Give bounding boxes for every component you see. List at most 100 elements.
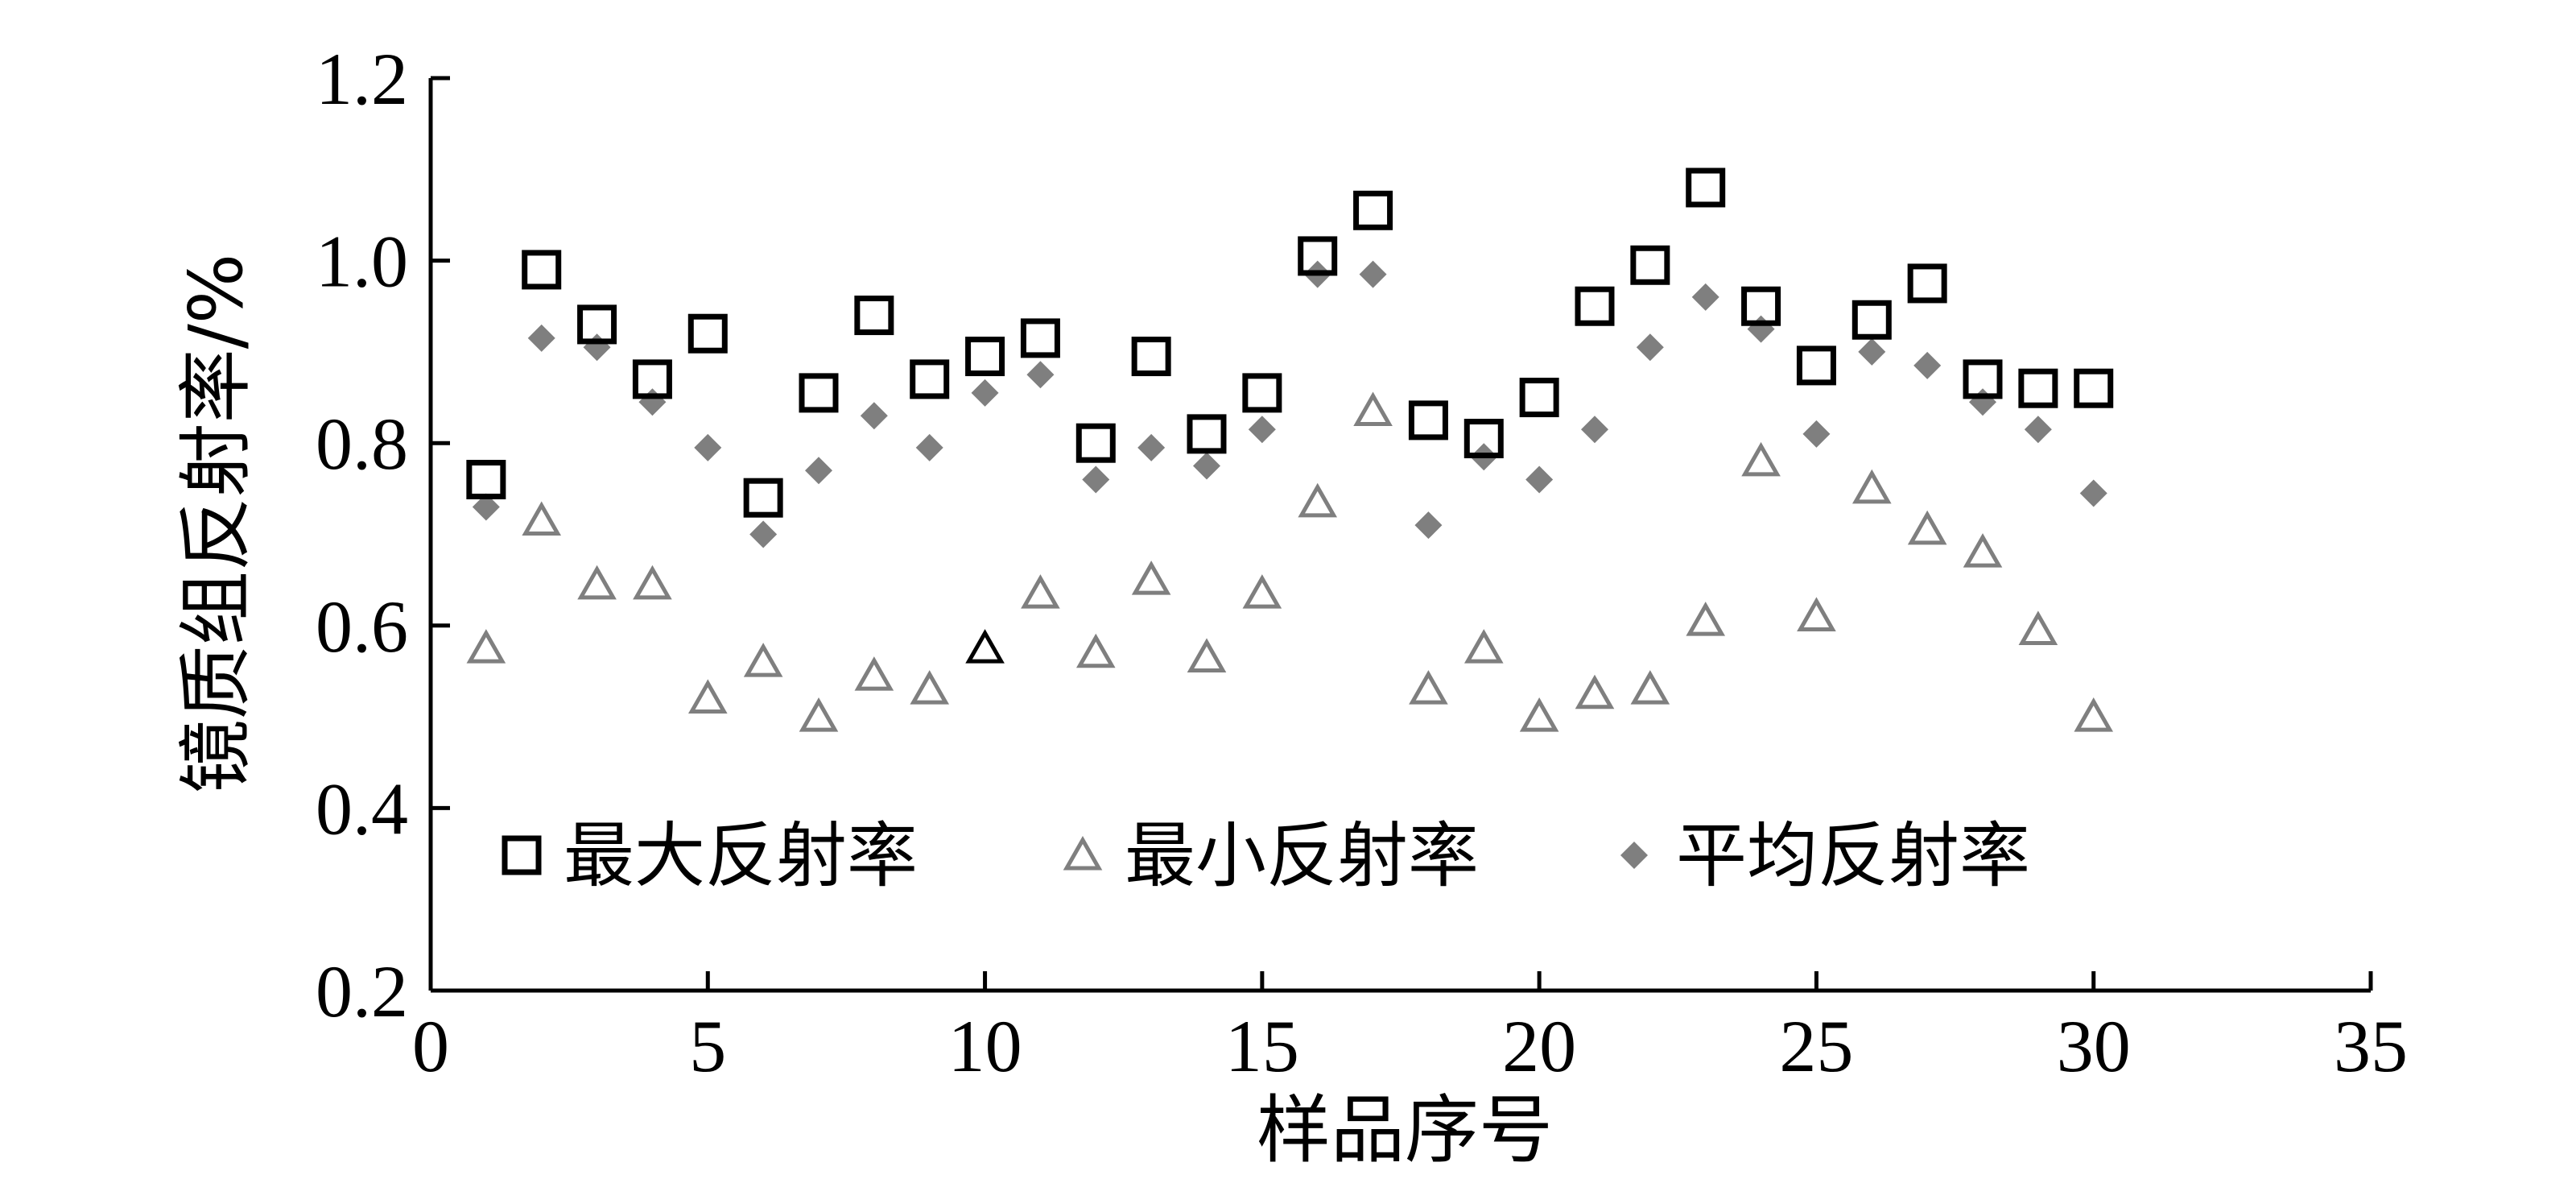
data-point: [577, 565, 617, 600]
y-tick-label: 0.4: [316, 767, 408, 850]
data-point: [2074, 368, 2114, 408]
x-tick-label: 10: [948, 1005, 1022, 1087]
data-point: [1686, 602, 1726, 636]
data-point: [1630, 245, 1670, 285]
data-point: [2018, 610, 2058, 645]
data-point: [1741, 441, 1781, 477]
data-point: [743, 643, 783, 677]
legend-marker: [1063, 835, 1103, 871]
data-point: [1969, 388, 1996, 416]
data-point: [1802, 420, 1831, 448]
data-point: [522, 501, 562, 536]
data-point: [1747, 315, 1775, 343]
data-point: [1408, 400, 1448, 441]
x-tick-label: 5: [689, 1005, 726, 1087]
data-point: [1026, 361, 1055, 389]
data-point: [854, 656, 894, 691]
data-point: [1414, 511, 1443, 540]
data-point: [1082, 465, 1110, 494]
data-point: [965, 337, 1005, 377]
data-point: [638, 388, 667, 416]
series-3: [472, 260, 2107, 548]
y-tick-label: 1.2: [316, 38, 408, 120]
data-point: [694, 433, 722, 461]
data-point: [805, 457, 832, 485]
data-point: [1075, 423, 1116, 463]
x-tick-label: 15: [1225, 1005, 1299, 1087]
data-point: [1907, 263, 1947, 304]
data-point: [1463, 629, 1504, 664]
data-point: [1409, 670, 1448, 705]
data-point: [632, 359, 672, 399]
data-point: [522, 250, 562, 290]
legend: 最大反射率 最小反射率 平均反射率: [502, 814, 2030, 897]
data-point: [2024, 416, 2052, 444]
data-point: [1575, 286, 1615, 326]
data-point: [687, 313, 728, 354]
data-point: [466, 460, 506, 500]
x-tick-label: 0: [412, 1005, 449, 1087]
data-point: [583, 333, 611, 362]
legend-item: 平均反射率: [1620, 814, 2030, 897]
data-point: [1248, 416, 1276, 444]
data-points: [466, 168, 2114, 732]
data-point: [1463, 419, 1504, 459]
data-point: [743, 478, 783, 518]
data-point: [466, 629, 506, 664]
data-point: [1020, 318, 1060, 358]
data-point: [1913, 351, 1942, 379]
data-point: [971, 379, 999, 407]
data-point: [749, 520, 778, 548]
data-point: [1852, 469, 1892, 504]
data-point: [577, 304, 617, 345]
data-point: [1796, 345, 1836, 386]
x-tick-label: 35: [2334, 1005, 2408, 1087]
data-point: [1581, 416, 1608, 444]
legend-item: 最大反射率: [502, 814, 918, 897]
data-point: [1193, 452, 1220, 480]
data-point: [472, 493, 500, 521]
data-point: [799, 373, 839, 413]
data-point: [1359, 260, 1387, 288]
series-2: [466, 391, 2114, 732]
data-point: [1686, 168, 1726, 208]
legend-label: 最小反射率: [1125, 814, 1479, 897]
data-point: [910, 670, 950, 705]
y-tick-label: 1.0: [316, 221, 408, 303]
data-point: [2018, 368, 2058, 408]
data-point: [2079, 479, 2107, 507]
data-point: [1797, 597, 1836, 631]
legend-marker: [1620, 842, 1648, 869]
axes: 0.2 0.4 0.6 0.8 1.0 1.2 0 5 10 15 20 25 30 35: [316, 38, 2408, 1087]
data-point: [633, 565, 672, 600]
data-point: [1963, 359, 2003, 399]
data-point: [1353, 190, 1393, 230]
x-tick-label: 25: [1779, 1005, 1853, 1087]
data-point: [1298, 482, 1338, 518]
data-point: [1852, 300, 1892, 340]
data-point: [687, 679, 728, 714]
x-tick-label: 20: [1502, 1005, 1576, 1087]
data-point: [1907, 510, 1947, 545]
data-point: [1242, 574, 1282, 609]
data-point: [854, 296, 894, 336]
data-point: [965, 629, 1005, 664]
data-point: [1137, 433, 1166, 461]
data-point: [1131, 337, 1171, 377]
data-point: [1630, 670, 1670, 705]
data-point: [799, 697, 839, 732]
data-point: [1298, 236, 1338, 276]
data-point: [1021, 574, 1060, 609]
data-point: [1525, 465, 1554, 494]
data-point: [915, 433, 943, 461]
data-point: [1353, 391, 1393, 427]
data-point: [1242, 373, 1282, 413]
data-point: [1131, 561, 1171, 595]
y-tick-label: 0.2: [316, 950, 408, 1032]
data-point: [1636, 333, 1664, 362]
data-point: [1519, 378, 1559, 418]
y-tick-label: 0.6: [316, 585, 408, 668]
x-axis-title: 样品序号: [1257, 1087, 1553, 1173]
y-tick-label: 0.8: [316, 403, 408, 485]
data-point: [1963, 533, 2003, 568]
